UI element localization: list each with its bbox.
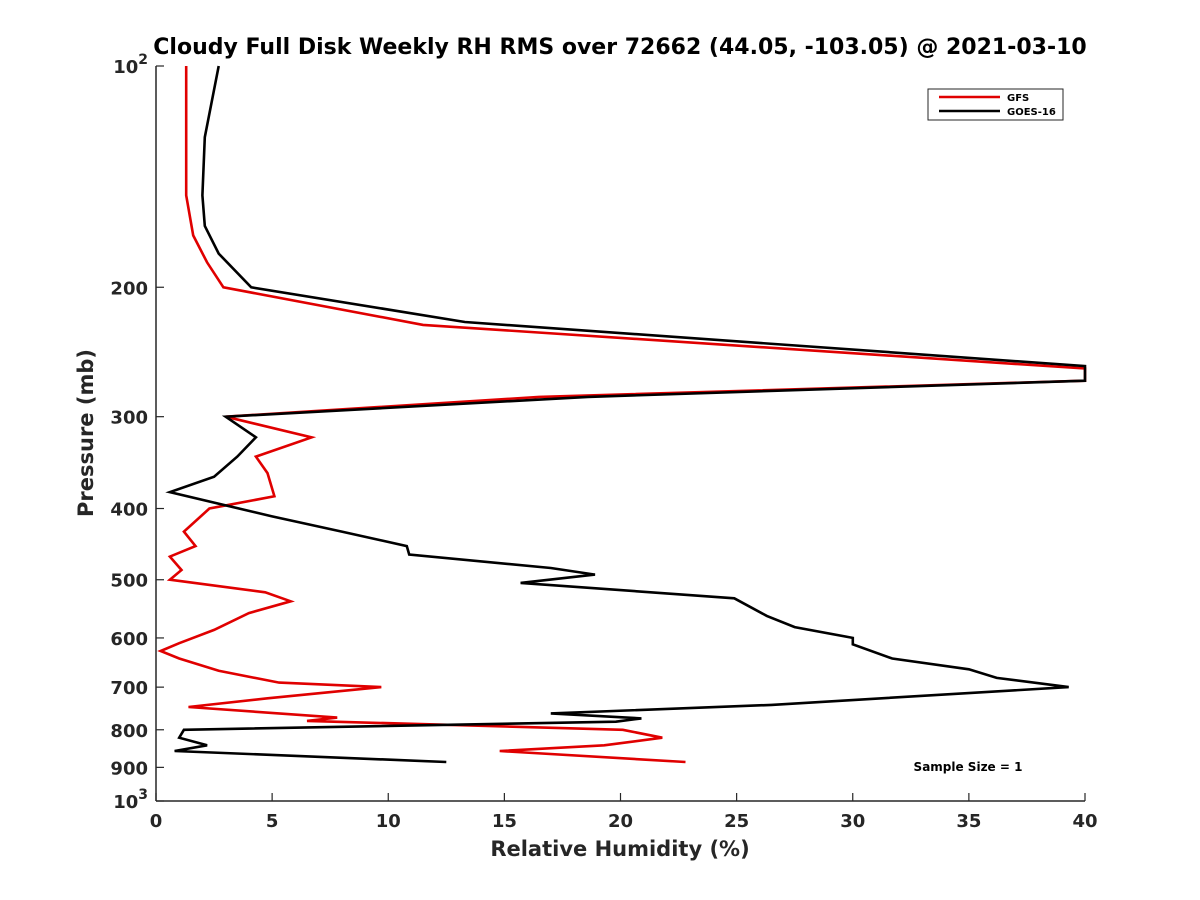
x-tick-label: 20 — [608, 811, 633, 832]
legend-label-gfs: GFS — [1007, 93, 1029, 104]
plot-area: 0 5 10 15 20 25 30 35 40 102 200 300 400 500 600 700 80… — [110, 52, 1097, 832]
x-tick-label: 40 — [1072, 811, 1097, 832]
y-tick-label: 500 — [110, 571, 148, 592]
y-tick-label: 900 — [110, 758, 148, 779]
chart-title: Cloudy Full Disk Weekly RH RMS over 7266… — [153, 35, 1086, 60]
y-axis-title: Pressure (mb) — [74, 349, 98, 517]
x-tick-label: 10 — [376, 811, 401, 832]
legend-box — [927, 88, 1064, 121]
x-tick-label: 0 — [150, 811, 163, 832]
x-tick-label: 15 — [492, 811, 517, 832]
y-tick-label: 700 — [110, 678, 148, 699]
y-tick-label: 102 — [113, 52, 148, 78]
x-tick-label: 30 — [840, 811, 865, 832]
series-line-goes16 — [165, 65, 1087, 764]
y-tick-label: 300 — [110, 408, 148, 429]
y-tick-label: 200 — [110, 278, 148, 299]
plot-background — [156, 66, 1085, 801]
y-tick-label: 400 — [110, 500, 148, 521]
series-layer — [157, 65, 1087, 764]
y-ticks: 102 200 300 400 500 600 700 800 900 103 — [110, 52, 164, 813]
y-tick-label: 800 — [110, 721, 148, 742]
x-tick-label: 35 — [956, 811, 981, 832]
y-tick-label: 600 — [110, 629, 148, 650]
x-ticks: 0 5 10 15 20 25 30 35 40 — [150, 793, 1098, 832]
legend-label-goes16: GOES-16 — [1007, 107, 1056, 118]
x-axis-title: Relative Humidity (%) — [490, 837, 749, 861]
x-tick-label: 5 — [266, 811, 279, 832]
y-tick-label: 103 — [113, 787, 148, 813]
x-tick-label: 25 — [724, 811, 749, 832]
sample-size-annotation: Sample Size = 1 — [914, 760, 1023, 774]
legend: GFS GOES-16 — [927, 88, 1064, 121]
